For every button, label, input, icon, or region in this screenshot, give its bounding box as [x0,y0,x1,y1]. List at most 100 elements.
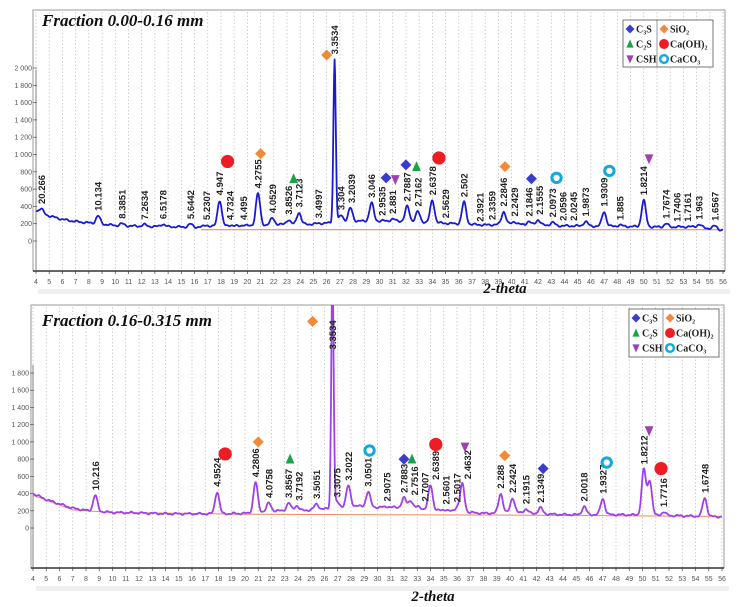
peak-label: 1.9309 [600,178,611,207]
legend-label: C₂S [636,40,652,51]
legend-label: CSH [642,344,663,355]
x-tick-label: 55 [705,576,713,583]
x-tick-label: 31 [389,279,397,286]
x-tick-label: 47 [600,279,608,286]
x-tick-label: 38 [480,576,488,583]
y-tick-label: 1 600 [11,388,29,395]
x-tick-label: 24 [296,279,304,286]
legend-symbol-caco3 [664,342,676,354]
x-tick-label: 41 [521,279,529,286]
x-tick-label: 34 [427,576,435,583]
x-tick-label: 50 [639,576,647,583]
x-tick-label: 44 [561,279,569,286]
x-tick-label: 28 [347,576,355,583]
x-tick-label: 29 [360,576,368,583]
x-tick-label: 11 [122,576,129,583]
legend-label: SiO₂ [670,25,689,36]
legend-label: Ca(OH)₂ [670,40,707,51]
x-tick-label: 8 [84,576,88,583]
x-tick-label: 48 [612,576,620,583]
peak-label: 3.3075 [333,467,344,497]
x-tick-label: 12 [135,576,143,583]
x-tick-label: 22 [268,576,276,583]
peak-label: 1.885 [616,196,627,220]
peak-label: 7.2634 [140,190,151,220]
y-tick-label: 1 000 [11,439,29,446]
x-tick-label: 47 [599,576,607,583]
phase-marker-c2s [289,173,299,184]
peak-label: 2.9075 [382,472,393,502]
x-tick-label: 49 [625,576,633,583]
panel-footer-strip [38,289,730,294]
peak-label: 3.046 [367,174,378,198]
peak-label: 1.6748 [700,464,711,493]
x-tick-label: 52 [666,279,674,286]
x-tick-label: 23 [283,279,291,286]
peak-label: 3.8526 [284,186,295,215]
legend-symbol-sio2 [665,313,675,323]
x-tick-label: 14 [164,279,172,286]
panel-footer-strip [36,586,729,591]
peak-label: 4.0758 [264,469,275,498]
phase-marker-sio2 [499,450,511,462]
x-tick-label: 11 [125,279,132,286]
x-tick-label: 35 [440,576,448,583]
peak-label: 2.0245 [569,191,580,221]
phase-marker-caco3 [363,444,376,457]
legend-label: CaCO₃ [676,344,706,355]
y-tick-label: 600 [17,474,29,481]
x-tick-label: 55 [706,279,714,286]
x-tick-label: 6 [58,576,62,583]
phase-marker-c3s [398,453,410,465]
y-tick-label: 2 000 [14,66,32,73]
x-tick-label: 24 [294,576,302,583]
peak-label: 2.4632 [463,450,474,479]
peak-label: 4.495 [239,196,250,220]
peak-label: 4.2806 [251,448,262,477]
x-tick-label: 9 [100,279,104,286]
phase-marker-caco3 [550,171,563,185]
x-tick-label: 13 [148,576,156,583]
phase-marker-caco3 [603,164,616,178]
legend-symbol-c2s [632,328,640,337]
x-tick-label: 27 [336,279,344,286]
peak-label: 2.6389 [431,451,442,480]
x-tick-label: 52 [665,576,673,583]
x-tick-label: 36 [453,576,461,583]
peak-label: 3.4997 [314,189,325,218]
peak-label: 3.7123 [294,178,305,207]
x-tick-label: 26 [321,576,329,583]
y-tick-label: 1 600 [14,100,32,107]
x-tick-label: 39 [493,576,501,583]
legend-label: CaCO₃ [670,55,700,66]
x-tick-label: 17 [204,279,212,286]
x-tick-label: 26 [323,279,331,286]
peak-label: 3.3534 [330,25,341,55]
y-tick-label: 1 400 [14,117,32,124]
peak-label: 2.288 [496,465,507,489]
peak-label: 3.2022 [344,452,355,481]
legend-symbol-sio2 [659,24,669,34]
x-tick-label: 15 [177,279,185,286]
peak-label: 2.5017 [453,473,464,502]
y-tick-label: 0 [28,239,32,246]
peak-label: 1.8212 [639,435,650,464]
x-tick-label: 7 [74,279,78,286]
x-tick-label: 9 [97,576,101,583]
x-tick-label: 54 [693,279,701,286]
y-tick-label: 400 [17,491,29,498]
x-tick-label: 33 [413,576,421,583]
x-tick-label: 36 [455,279,463,286]
x-tick-label: 42 [534,279,542,286]
x-tick-label: 12 [138,279,146,286]
x-tick-label: 10 [111,279,119,286]
peak-label: 5.2307 [202,191,213,220]
x-tick-label: 38 [481,279,489,286]
x-tick-label: 35 [442,279,450,286]
chart-title: Fraction 0.16-0.315 mm [41,311,212,330]
x-tick-label: 54 [692,576,700,583]
legend-label: C₃S [642,314,658,325]
peak-label: 2.3921 [475,192,486,222]
x-tick-label: 23 [281,576,289,583]
phase-marker-sio2 [252,436,264,448]
